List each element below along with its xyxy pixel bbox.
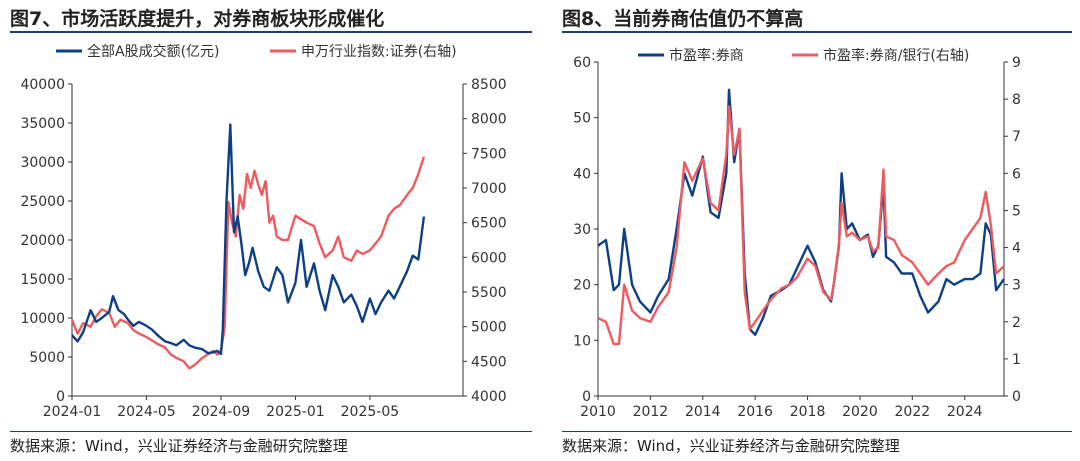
fig8-y-left-tick-label: 50 [573,111,591,127]
fig8-legend-label: 市盈率:券商 [669,47,744,64]
fig8-y-left-tick-label: 60 [573,55,591,71]
fig8-y-left-tick-label: 20 [573,278,591,294]
fig7-series-left-line [71,123,426,356]
figure-8-source: 数据来源：Wind，兴业证券经济与金融研究院整理 [562,437,900,455]
fig7-y-right-tick-label: 6500 [471,216,507,232]
fig8-y-right-tick-label: 8 [1012,92,1021,108]
fig8-series-left-line [597,88,1005,336]
fig7-x-tick-label: 2024-01 [43,404,102,420]
fig8-y-right-tick-label: 0 [1012,389,1021,405]
fig7-x-tick-label: 2025-05 [341,404,400,420]
fig7-y-right-tick-label: 5000 [471,320,507,336]
fig7-legend-label: 全部A股成交额(亿元) [87,43,220,60]
fig8-series-right-line [597,105,1005,346]
fig8-x-tick-label: 2022 [895,404,931,420]
fig8-y-right-tick-label: 7 [1012,129,1021,145]
fig8-x-tick-label: 2010 [580,404,616,420]
fig7-x-tick-label: 2024-09 [192,404,251,420]
fig7-y-right-tick-label: 7000 [471,181,507,197]
figure-7-chart: 0 5000 10000 15000 20000 25000 30000 35000 40000… [20,43,507,420]
fig7-x-tick-label: 2024-05 [117,404,176,420]
fig7-y-left-tick-label: 40000 [20,77,65,93]
fig7-y-right-tick-label: 5500 [471,285,507,301]
figure-8-bottom-rule [562,431,1072,432]
fig8-x-tick-label: 2018 [790,404,826,420]
fig7-y-left-tick-label: 0 [56,389,65,405]
fig8-y-left-tick-label: 10 [573,333,591,349]
fig7-y-right-tick-label: 7500 [471,146,507,162]
fig8-x-tick-label: 2024 [947,404,983,420]
figure-7-source: 数据来源：Wind，兴业证券经济与金融研究院整理 [10,437,348,455]
fig8-y-right-tick-label: 9 [1012,55,1021,71]
figure-7-top-rule [10,31,532,33]
fig8-y-right-tick-label: 5 [1012,203,1021,219]
fig8-y-left-tick-label: 0 [582,389,591,405]
fig8-x-tick-label: 2012 [633,404,669,420]
fig7-legend-label: 申万行业指数:证券(右轴) [301,44,457,60]
fig8-y-left-tick-label: 30 [573,222,591,238]
fig7-y-left-tick-label: 5000 [29,350,65,366]
fig7-y-right-tick-label: 8000 [471,112,507,128]
fig7-y-left-tick-label: 20000 [20,233,65,249]
fig8-y-right-tick-label: 1 [1012,352,1021,368]
fig8-x-tick-label: 2020 [842,404,878,420]
fig7-y-left-tick-label: 15000 [20,272,65,288]
fig7-y-right-tick-label: 4000 [471,389,507,405]
fig8-y-right-tick-label: 3 [1012,278,1021,294]
figure-8-title: 图8、当前券商估值仍不算高 [562,8,804,30]
fig7-series-right-line [70,156,426,370]
fig7-y-right-tick-label: 6000 [471,250,507,266]
figure-7-bottom-rule [10,431,532,432]
figure-7-title: 图7、市场活跃度提升，对券商板块形成催化 [10,8,385,30]
figure-8-panel: 图8、当前券商估值仍不算高 0 10 20 30 40 50 60 0 1 2 3 4 5 6 7 8 9 201… [552,0,1080,461]
fig8-y-right-tick-label: 4 [1012,241,1021,257]
fig8-y-left-tick-label: 40 [573,166,591,182]
figure-7-panel: 图7、市场活跃度提升，对券商板块形成催化 0 5000 10000 15000 2000… [10,8,532,455]
fig8-x-tick-label: 2016 [737,404,773,420]
figure-8-top-rule [562,31,1072,33]
fig7-y-left-tick-label: 30000 [20,155,65,171]
fig7-y-left-tick-label: 35000 [20,116,65,132]
fig7-y-right-tick-label: 4500 [471,354,507,370]
figure-8-chart: 0 10 20 30 40 50 60 0 1 2 3 4 5 6 7 8 9 2010 2012 2014 2016 2… [573,47,1021,420]
fig7-y-left-tick-label: 10000 [20,311,65,327]
fig7-y-left-tick-label: 25000 [20,194,65,210]
fig8-x-tick-label: 2014 [685,404,721,420]
fig8-legend-label: 市盈率:券商/银行(右轴) [823,47,969,64]
fig7-x-tick-label: 2025-01 [266,404,325,420]
fig8-y-right-tick-label: 6 [1012,166,1021,182]
fig7-y-right-tick-label: 8500 [471,77,507,93]
fig8-y-right-tick-label: 2 [1012,315,1021,331]
